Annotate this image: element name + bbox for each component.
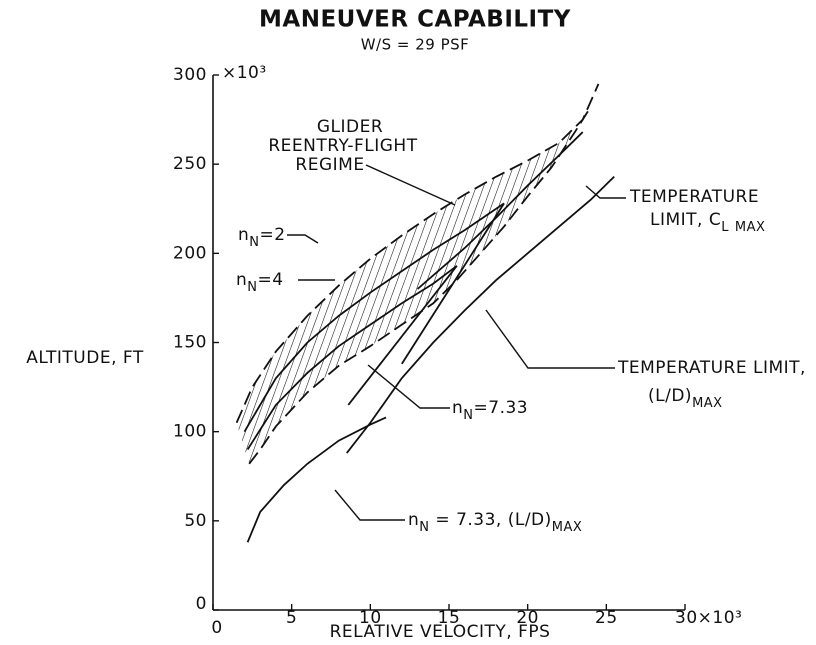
annotation: nN=2 [238,225,286,250]
annotation-part: REENTRY-FLIGHT [268,136,417,156]
annotation: REENTRY-FLIGHT [268,136,417,156]
leader [585,185,626,199]
y-multiplier: ×10³ [222,63,267,83]
annotation-part: =2 [260,225,286,245]
leader [287,234,319,244]
curve [243,202,505,433]
annotation-part: =4 [258,270,284,290]
curve [401,202,505,365]
hatch-region [236,83,599,464]
chart-title: MANEUVER CAPABILITY [259,7,571,33]
chart-subtitle: W/S = 29 PSF [361,36,470,54]
annotation-part: TEMPERATURE LIMIT, [617,358,806,378]
annotation-part: N [249,235,259,250]
annotation-part: GLIDER [317,117,383,137]
x-tick-label: 10 [359,608,382,628]
annotation: LIMIT, CL MAX [650,210,765,235]
annotation-part: MAX [552,520,583,535]
annotation-part: n [452,398,463,418]
annotation-part: N [247,280,257,295]
leader [485,309,615,369]
leaders [287,164,626,521]
curve [248,279,458,465]
y-tick-label: 200 [173,243,207,263]
x-tick-label: 20 [516,608,539,628]
leader [365,164,456,206]
annotation: (L/D)MAX [648,386,723,411]
annotation: nN = 7.33, (L/D)MAX [408,510,582,535]
x-tick-label: 5 [286,608,297,628]
annotation-part: n [238,225,249,245]
curve [246,416,387,543]
x-tick-label: 15 [438,608,461,628]
annotation-part: TEMPERATURE [629,187,759,207]
x-tick-label: 0 [211,618,222,638]
leader [367,364,450,409]
annotation-part: = 7.33, (L/D) [430,510,552,530]
annotation: REGIME [295,155,364,175]
annotation-part: n [236,270,247,290]
y-tick-label: 50 [184,511,207,531]
y-tick-label: 0 [196,594,207,614]
annotation-part: REGIME [295,155,364,175]
annotation-part: MAX [735,220,766,235]
annotation-part: L [721,220,729,235]
annotation-part: N [463,408,473,423]
y-tick-label: 300 [173,65,207,85]
y-tick-label: 100 [173,422,207,442]
curve [346,176,615,454]
annotation: nN=7.33 [452,398,528,423]
annotation-part: (L/D) [648,386,692,406]
annotation: nN=4 [236,270,284,295]
annotation-part: =7.33 [474,398,529,418]
curve [456,106,592,281]
annotation: GLIDER [317,117,383,137]
annotation: TEMPERATURE [629,187,759,207]
curve [347,265,458,406]
leader [334,489,405,521]
y-tick-label: 250 [173,154,207,174]
annotation-part: MAX [692,396,723,411]
annotation-part: n [408,510,419,530]
x-tick-label: 30×10³ [675,608,742,628]
annotation-part: N [419,520,429,535]
curve [416,131,584,290]
x-axis-label: RELATIVE VELOCITY, FPS [330,622,551,642]
curve [246,265,458,450]
x-tick-label: 25 [595,608,618,628]
annotation: TEMPERATURE LIMIT, [617,358,806,378]
curve [235,83,600,424]
y-axis-label: ALTITUDE, FT [26,348,144,368]
annotation-part: LIMIT, C [650,210,721,230]
y-tick-label: 150 [173,333,207,353]
